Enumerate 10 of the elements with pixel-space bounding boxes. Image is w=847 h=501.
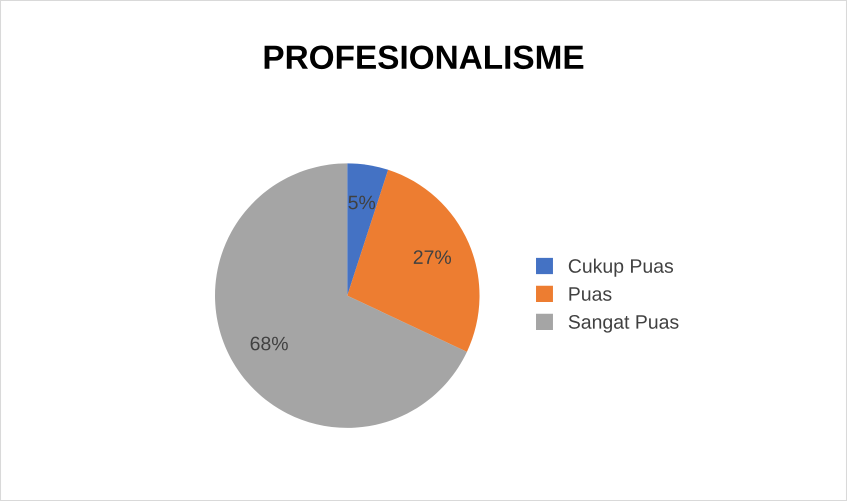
- pie-slice: [347, 163, 388, 296]
- legend-label: Sangat Puas: [568, 315, 678, 333]
- legend-label: Puas: [569, 287, 612, 301]
- pie-slice: [347, 170, 480, 352]
- data-label: 68%: [250, 336, 288, 350]
- data-label: 27%: [414, 250, 452, 264]
- chart-title: PROFESIONALISME: [264, 45, 584, 70]
- data-label: 5%: [348, 196, 376, 210]
- legend-label: Cukup Puas: [568, 258, 674, 277]
- pie-slice: [215, 163, 467, 428]
